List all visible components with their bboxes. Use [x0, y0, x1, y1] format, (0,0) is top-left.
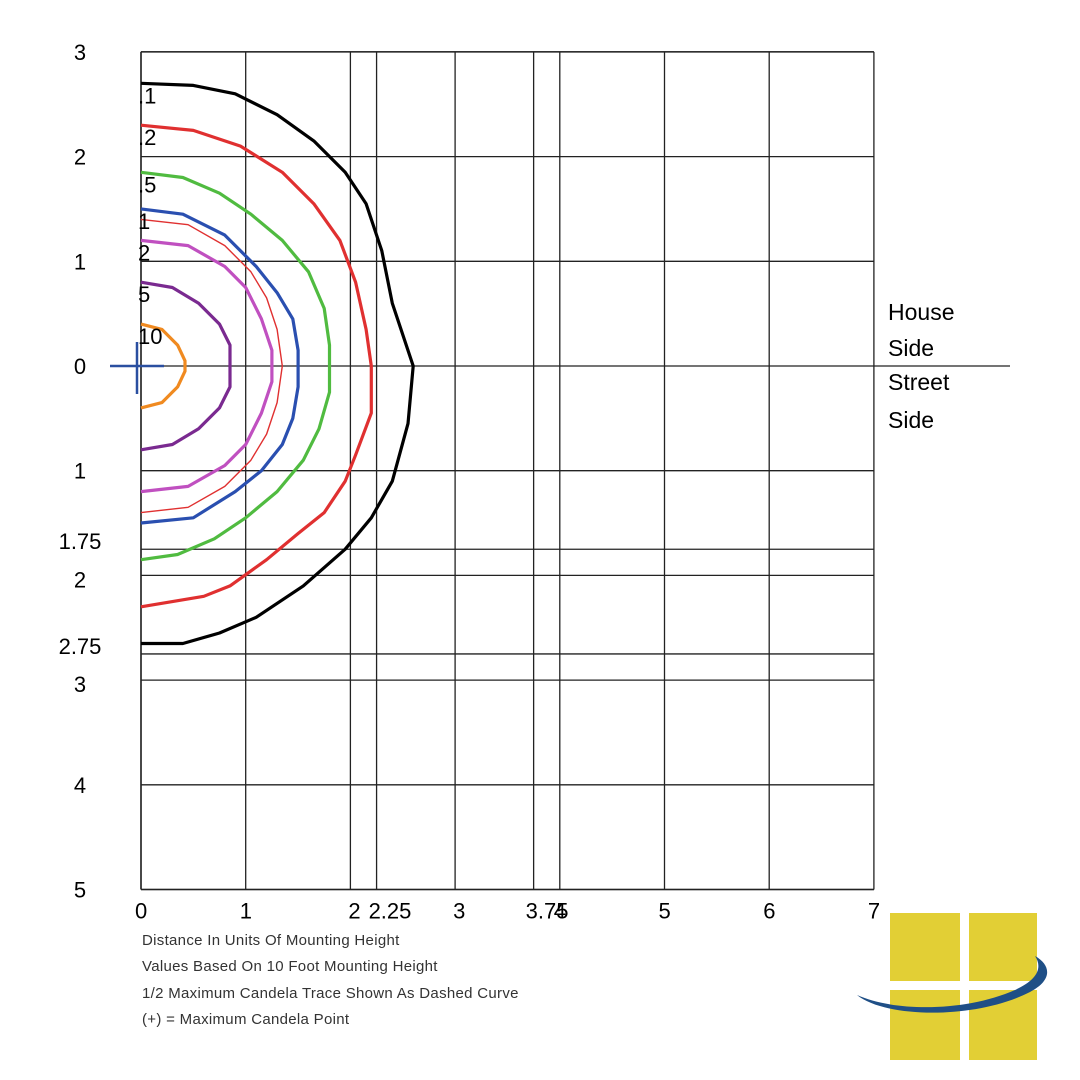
- x-tick-label: 0: [135, 899, 147, 924]
- y-tick-label-house: 3: [74, 40, 86, 65]
- x-tick-label: 3.75: [526, 899, 569, 924]
- logo-pane-bottom-left: [890, 990, 960, 1060]
- y-tick-label-street: 2.75: [59, 634, 102, 659]
- logo-swoosh: [857, 956, 1048, 1013]
- contour-curves: [140, 81, 415, 646]
- note-mounting-height: Values Based On 10 Foot Mounting Height: [142, 958, 438, 976]
- x-tick-label: 3: [453, 899, 465, 924]
- contour-label-1: 1: [138, 209, 150, 234]
- y-tick-label-street: 5: [74, 878, 86, 903]
- contour-label-p1: .1: [138, 83, 156, 108]
- y-tick-label-street: 2: [74, 567, 86, 592]
- contour-label-p5: .5: [138, 172, 156, 197]
- y-tick-label-street: 3: [74, 672, 86, 697]
- note-dashed-curve: 1/2 Maximum Candela Trace Shown As Dashe…: [142, 984, 519, 1002]
- street-side-label: Side: [888, 407, 934, 433]
- contour-label-10: 10: [138, 324, 162, 349]
- note-distance: Distance In Units Of Mounting Height: [142, 932, 400, 949]
- logo-pane-top-right: [969, 913, 1037, 981]
- contour-half-max-candela: [140, 218, 283, 514]
- house-side-label: House: [888, 299, 954, 325]
- contour-2: [140, 238, 274, 494]
- contour-p2: [140, 123, 373, 609]
- street-side-label: Street: [888, 369, 950, 395]
- x-tick-label: 7: [868, 899, 880, 924]
- contour-p1: [140, 81, 415, 646]
- contour-5: [140, 280, 232, 452]
- chart-axes: [140, 51, 1010, 891]
- y-tick-label-street: 1.75: [59, 529, 102, 554]
- x-tick-label: 2: [348, 899, 360, 924]
- x-tick-label: 6: [763, 899, 775, 924]
- y-tick-label-street: 1: [74, 459, 86, 484]
- x-tick-label: 1: [240, 899, 252, 924]
- contour-label-2: 2: [138, 240, 150, 265]
- contour-10: [140, 322, 187, 410]
- contour-1: [140, 207, 300, 525]
- side-labels: House Side Street Side: [888, 299, 954, 433]
- window-swoosh-logo: [857, 913, 1048, 1060]
- chart-notes: Distance In Units Of Mounting Height Val…: [142, 930, 519, 1035]
- x-tick-label: 5: [659, 899, 671, 924]
- y-tick-label-house: 0: [74, 354, 86, 379]
- y-tick-label-house: 2: [74, 145, 86, 170]
- logo-pane-top-left: [890, 913, 960, 981]
- contour-label-5: 5: [138, 282, 150, 307]
- house-side-label: Side: [888, 335, 934, 361]
- contour-p5: [140, 170, 332, 562]
- chart-grid: [140, 51, 875, 891]
- y-tick-label-street: 4: [74, 773, 86, 798]
- contour-labels: .1 .2 .5 1 2 5 10: [138, 83, 162, 349]
- contour-label-p2: .2: [138, 125, 156, 150]
- y-tick-label-house: 1: [74, 249, 86, 274]
- x-tick-label: 4: [554, 899, 566, 924]
- max-candela-marker: [110, 342, 164, 394]
- note-max-candela: (+) = Maximum Candela Point: [142, 1010, 350, 1028]
- x-tick-label: 2.25: [369, 899, 412, 924]
